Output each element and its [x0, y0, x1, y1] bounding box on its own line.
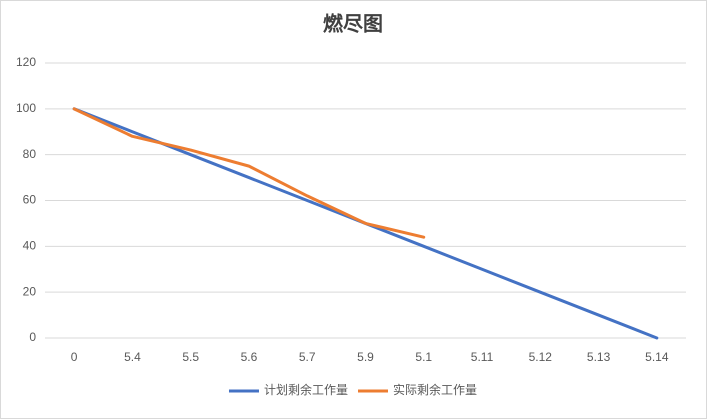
x-tick-label: 5.1 — [415, 350, 432, 364]
y-tick-label: 80 — [23, 147, 37, 161]
y-tick-label: 40 — [23, 239, 37, 253]
x-tick-label: 5.12 — [529, 350, 553, 364]
y-tick-label: 120 — [16, 55, 36, 69]
x-tick-label: 5.4 — [124, 350, 141, 364]
x-tick-label: 0 — [71, 350, 78, 364]
y-tick-label: 0 — [29, 330, 36, 344]
x-tick-label: 5.9 — [357, 350, 374, 364]
x-tick-label: 5.14 — [645, 350, 669, 364]
chart-title: 燃尽图 — [323, 11, 383, 35]
y-tick-label: 20 — [23, 284, 37, 298]
x-tick-label: 5.11 — [471, 350, 494, 364]
line-series — [72, 107, 426, 239]
legend-label: 实际剩余工作量 — [393, 382, 477, 397]
x-tick-label: 5.6 — [241, 350, 258, 364]
legend-label: 计划剩余工作量 — [264, 382, 348, 397]
x-tick-label: 5.5 — [182, 350, 199, 364]
x-tick-label: 5.7 — [299, 350, 316, 364]
y-tick-label: 100 — [16, 101, 36, 115]
y-tick-label: 60 — [23, 193, 37, 207]
x-tick-label: 5.13 — [587, 350, 611, 364]
